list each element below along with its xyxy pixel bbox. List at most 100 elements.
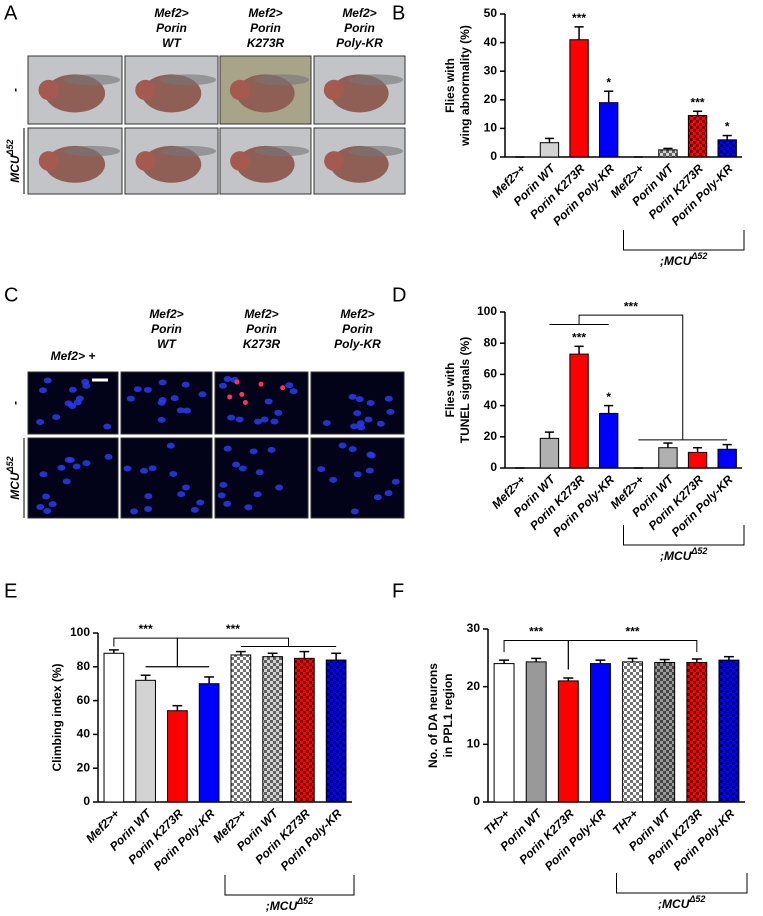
label-sup: Δ52 — [5, 456, 15, 473]
bar — [539, 142, 560, 158]
bracket — [567, 640, 698, 670]
y-tick-label: 20 — [484, 92, 498, 106]
nucleus — [391, 478, 400, 485]
group-bracket — [623, 230, 745, 251]
label-sup: Δ52 — [296, 896, 313, 906]
column-header: Mef2> — [154, 6, 188, 20]
panel-letter: E — [4, 580, 17, 602]
nucleus — [198, 391, 207, 398]
nucleus — [264, 398, 273, 405]
fly-wing — [254, 74, 310, 86]
nucleus — [235, 416, 244, 423]
nucleus — [177, 491, 186, 498]
nucleus — [82, 460, 91, 467]
label-text: - — [8, 401, 22, 405]
nucleus — [82, 382, 91, 389]
fly-head — [38, 151, 59, 171]
nucleus — [355, 396, 364, 403]
fly-wing — [160, 145, 217, 157]
column-header: Porin — [344, 21, 375, 35]
significance: *** — [572, 330, 586, 344]
y-tick-label: 20 — [484, 429, 498, 443]
column-header: Mef2> — [342, 6, 376, 20]
column-header: Poly-KR — [334, 337, 381, 351]
comparison-label: *** — [624, 299, 638, 313]
column-header: K273R — [247, 36, 285, 50]
fly-wing — [160, 74, 217, 86]
group-bracket — [224, 875, 355, 896]
significance: * — [606, 75, 611, 89]
bar — [198, 683, 220, 803]
column-header: Porin — [156, 21, 187, 35]
label: - — [8, 88, 22, 92]
significance: * — [606, 390, 611, 404]
nucleus — [270, 418, 279, 425]
nucleus — [43, 508, 52, 515]
label-text: MCU — [8, 155, 22, 183]
y-tick-label: 60 — [484, 367, 498, 381]
column-header: Mef2> + — [51, 349, 96, 363]
nucleus — [253, 418, 262, 425]
panel-letter: D — [392, 284, 406, 306]
label: ;MCUΔ52 — [266, 896, 313, 913]
micrograph — [120, 437, 213, 519]
nucleus — [255, 469, 264, 476]
nucleus — [350, 508, 359, 515]
column-header: Mef2> — [244, 307, 278, 321]
y-axis-label: Climbing index (%) — [50, 663, 64, 771]
nucleus — [353, 410, 362, 417]
nucleus — [130, 508, 139, 515]
nucleus — [338, 442, 347, 449]
nucleus — [348, 393, 357, 400]
comparison-label: *** — [529, 625, 543, 639]
nucleus — [244, 504, 253, 511]
nucleus — [133, 386, 142, 393]
nucleus — [126, 395, 135, 402]
nucleus — [104, 453, 113, 460]
y-tick-label: 40 — [484, 35, 498, 49]
nucleus — [36, 503, 45, 510]
nucleus — [72, 463, 81, 470]
nucleus — [322, 419, 331, 426]
tunel-signal — [280, 385, 286, 391]
bar — [687, 451, 708, 469]
comparison-label: *** — [139, 622, 153, 636]
nucleus — [169, 470, 178, 477]
comparison-label: *** — [626, 625, 640, 639]
panel-letter: B — [392, 2, 405, 24]
label-text: - — [8, 88, 22, 92]
fly-head — [135, 79, 156, 101]
bar — [262, 656, 283, 803]
bracket — [578, 314, 684, 440]
y-tick-label: 0 — [473, 794, 480, 808]
label-sup: Δ52 — [690, 546, 707, 556]
nucleus — [144, 506, 153, 513]
nucleus — [148, 465, 157, 472]
label: ;MCUΔ52 — [658, 894, 705, 911]
y-axis-label: wing abnormality (%) — [458, 25, 472, 147]
y-tick-label: 30 — [484, 63, 498, 77]
y-tick-label: 100 — [477, 304, 497, 318]
y-tick-label: 80 — [484, 335, 498, 349]
bar — [493, 663, 515, 803]
column-header: Mef2> — [248, 6, 282, 20]
y-axis-label: in PPL1 region — [441, 673, 455, 757]
nucleus — [143, 386, 152, 393]
tunel-signal — [242, 400, 248, 406]
fly-head — [38, 79, 59, 101]
y-tick-label: 80 — [77, 659, 91, 673]
y-axis-label: Flies with — [443, 363, 457, 418]
comparison-label: *** — [226, 622, 240, 636]
bar — [622, 661, 644, 803]
tunel-signal — [239, 391, 245, 397]
tunel-signal — [234, 379, 240, 385]
y-tick-label: 100 — [70, 625, 90, 639]
bar — [658, 447, 678, 469]
nucleus — [196, 499, 205, 506]
bar — [718, 659, 740, 803]
nucleus — [68, 386, 77, 393]
nucleus — [57, 464, 66, 471]
nucleus — [41, 493, 50, 500]
nucleus — [190, 506, 199, 513]
nucleus — [232, 461, 241, 468]
